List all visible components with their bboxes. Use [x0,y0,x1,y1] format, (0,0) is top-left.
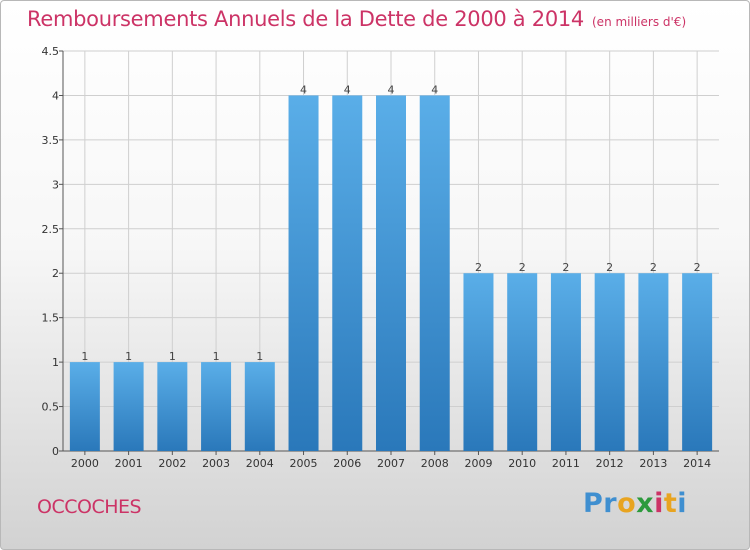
bar-2009 [463,273,494,451]
bar-2007 [376,95,406,451]
data-label: 1 [213,350,220,363]
x-tick-label: 2000 [71,457,99,470]
x-tick-label: 2009 [464,457,492,470]
x-tick-label: 2003 [202,457,230,470]
logo-part: i [654,488,664,519]
x-tick-label: 2012 [596,457,624,470]
y-tick-label: 3.5 [42,134,60,147]
y-tick-label: 4 [52,89,59,102]
bar-2010 [507,273,538,451]
bar-2005 [288,95,319,451]
x-tick-label: 2004 [246,457,274,470]
bar-2008 [419,95,450,451]
chart-title-text: Remboursements Annuels de la Dette de 20… [27,7,584,31]
bar-2006 [332,95,363,451]
data-label: 1 [169,350,176,363]
data-label: 4 [431,83,438,96]
bar-2012 [594,273,625,451]
labels: 0 0.5 1 1.5 2 2.5 3 3.5 4 4.5 1 2000 1 2001 1 2002 1 2003… [42,45,712,470]
bar-2001 [113,362,144,451]
x-tick-label: 2013 [639,457,667,470]
data-label: 1 [81,350,88,363]
y-tick-label: 1.5 [42,312,60,325]
chart-title: Remboursements Annuels de la Dette de 20… [27,7,686,31]
data-label: 2 [650,261,657,274]
data-label: 2 [694,261,701,274]
bars [69,95,713,451]
y-tick-label: 0.5 [42,401,60,414]
bar-2004 [244,362,275,451]
logo-part: x [636,488,655,519]
chart-unit: (en milliers d'€) [592,15,687,29]
data-label: 4 [300,83,307,96]
x-tick-label: 2007 [377,457,405,470]
y-tick-label: 2.5 [42,223,60,236]
commune-name: OCCOCHES [37,496,142,518]
data-label: 2 [519,261,526,274]
x-tick-label: 2001 [115,457,143,470]
data-label: 2 [562,261,569,274]
bar-2003 [201,362,232,451]
x-tick-label: 2008 [421,457,449,470]
x-tick-label: 2002 [158,457,186,470]
data-label: 2 [475,261,482,274]
logo-part: t [663,488,678,519]
bar-2014 [682,273,713,451]
logo-part: Pr [583,488,618,519]
y-tick-label: 2 [52,267,59,280]
data-label: 4 [388,83,395,96]
data-label: 1 [125,350,132,363]
y-tick-label: 4.5 [42,45,60,58]
data-label: 1 [256,350,263,363]
bar-2013 [638,273,669,451]
bar-2000 [69,362,100,451]
logo-part: i [677,488,688,519]
x-tick-label: 2011 [552,457,580,470]
data-label: 4 [344,83,351,96]
y-tick-label: 1 [52,356,59,369]
proxiti-logo: Proxiti [583,488,687,519]
bar-2002 [157,362,188,451]
bar-2011 [550,273,581,451]
x-tick-label: 2005 [290,457,318,470]
x-tick-label: 2010 [508,457,536,470]
y-tick-label: 0 [52,445,59,458]
logo-part: o [617,488,637,519]
data-label: 2 [606,261,613,274]
x-tick-label: 2006 [333,457,361,470]
y-tick-label: 3 [52,178,59,191]
x-tick-label: 2014 [683,457,711,470]
